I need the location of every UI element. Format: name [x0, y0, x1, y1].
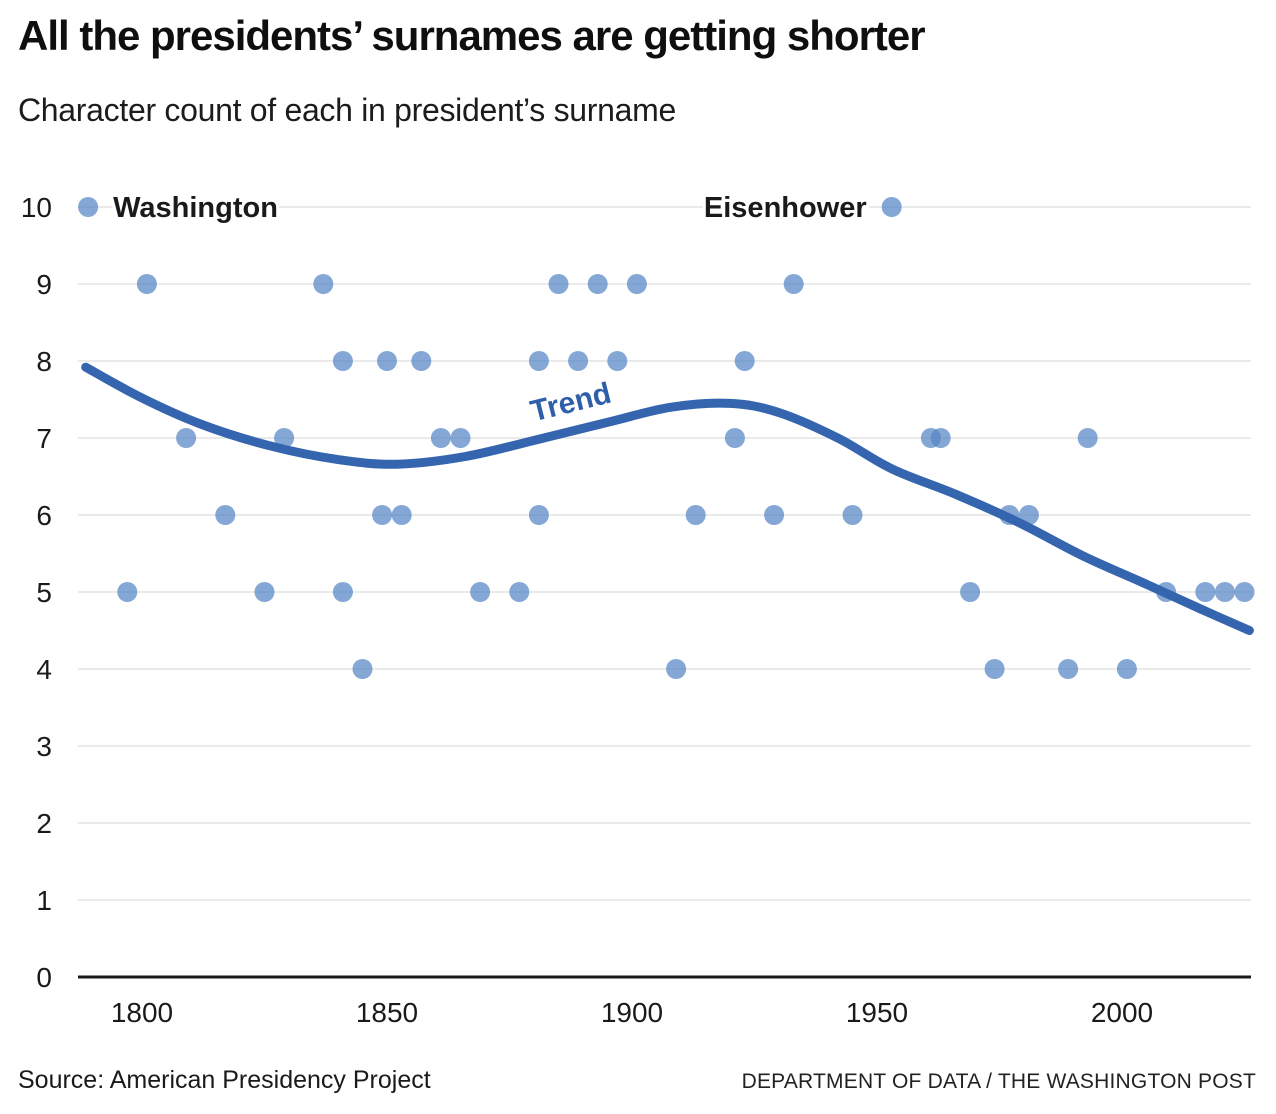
data-point: [842, 505, 863, 525]
y-tick-label: 1: [36, 885, 52, 916]
annotation-washington: Washington: [113, 192, 278, 224]
data-point: [724, 428, 745, 448]
data-point: [176, 428, 197, 448]
data-point: [450, 428, 471, 448]
data-point: [1234, 582, 1255, 602]
x-tick-label: 1900: [601, 997, 663, 1028]
x-tick-label: 1950: [846, 997, 908, 1028]
data-point: [984, 659, 1005, 679]
y-tick-label: 3: [36, 731, 52, 762]
page-title: All the presidents’ surnames are getting…: [18, 12, 926, 59]
x-tick-label: 1850: [356, 997, 418, 1028]
data-point: [881, 197, 902, 217]
page-subtitle: Character count of each in president’s s…: [18, 92, 676, 128]
footer: Source: American Presidency Project DEPA…: [0, 1066, 1276, 1095]
data-point: [528, 351, 549, 371]
y-tick-label: 5: [36, 577, 52, 608]
data-point: [548, 274, 569, 294]
data-point: [332, 582, 353, 602]
source-note: Source: American Presidency Project: [18, 1066, 431, 1094]
data-point: [78, 197, 99, 217]
x-tick-label: 2000: [1091, 997, 1153, 1028]
data-point: [117, 582, 138, 602]
data-point: [1077, 428, 1098, 448]
data-point: [1214, 582, 1235, 602]
y-tick-label: 10: [21, 192, 52, 223]
annotation-eisenhower: Eisenhower: [704, 192, 867, 224]
data-point: [254, 582, 275, 602]
data-point: [685, 505, 706, 525]
data-point: [391, 505, 412, 525]
data-point: [332, 351, 353, 371]
data-point: [313, 274, 334, 294]
data-point: [215, 505, 236, 525]
y-tick-label: 2: [36, 808, 52, 839]
data-point: [666, 659, 687, 679]
x-tick-label: 1800: [111, 997, 173, 1028]
trend-line: [81, 362, 1254, 635]
y-tick-label: 7: [36, 423, 52, 454]
data-point: [783, 274, 804, 294]
byline-credit: DEPARTMENT OF DATA / THE WASHINGTON POST: [741, 1070, 1256, 1093]
data-point: [930, 428, 951, 448]
data-point: [734, 351, 755, 371]
data-point: [587, 274, 608, 294]
y-tick-label: 0: [36, 962, 52, 993]
y-tick-label: 4: [36, 654, 52, 685]
data-point: [274, 428, 295, 448]
y-tick-label: 6: [36, 500, 52, 531]
data-point: [470, 582, 491, 602]
data-point: [960, 582, 981, 602]
data-point: [607, 351, 628, 371]
y-tick-label: 8: [36, 346, 52, 377]
data-point: [1018, 505, 1039, 525]
data-point: [1195, 582, 1216, 602]
data-point: [136, 274, 157, 294]
data-point: [1058, 659, 1079, 679]
data-point: [764, 505, 785, 525]
data-point: [1116, 659, 1137, 679]
data-point: [352, 659, 373, 679]
y-tick-label: 9: [36, 269, 52, 300]
data-point: [626, 274, 647, 294]
data-point: [411, 351, 432, 371]
data-point: [430, 428, 451, 448]
data-point: [528, 505, 549, 525]
data-point: [568, 351, 589, 371]
data-point: [372, 505, 393, 525]
data-point: [509, 582, 530, 602]
data-point: [377, 351, 397, 371]
